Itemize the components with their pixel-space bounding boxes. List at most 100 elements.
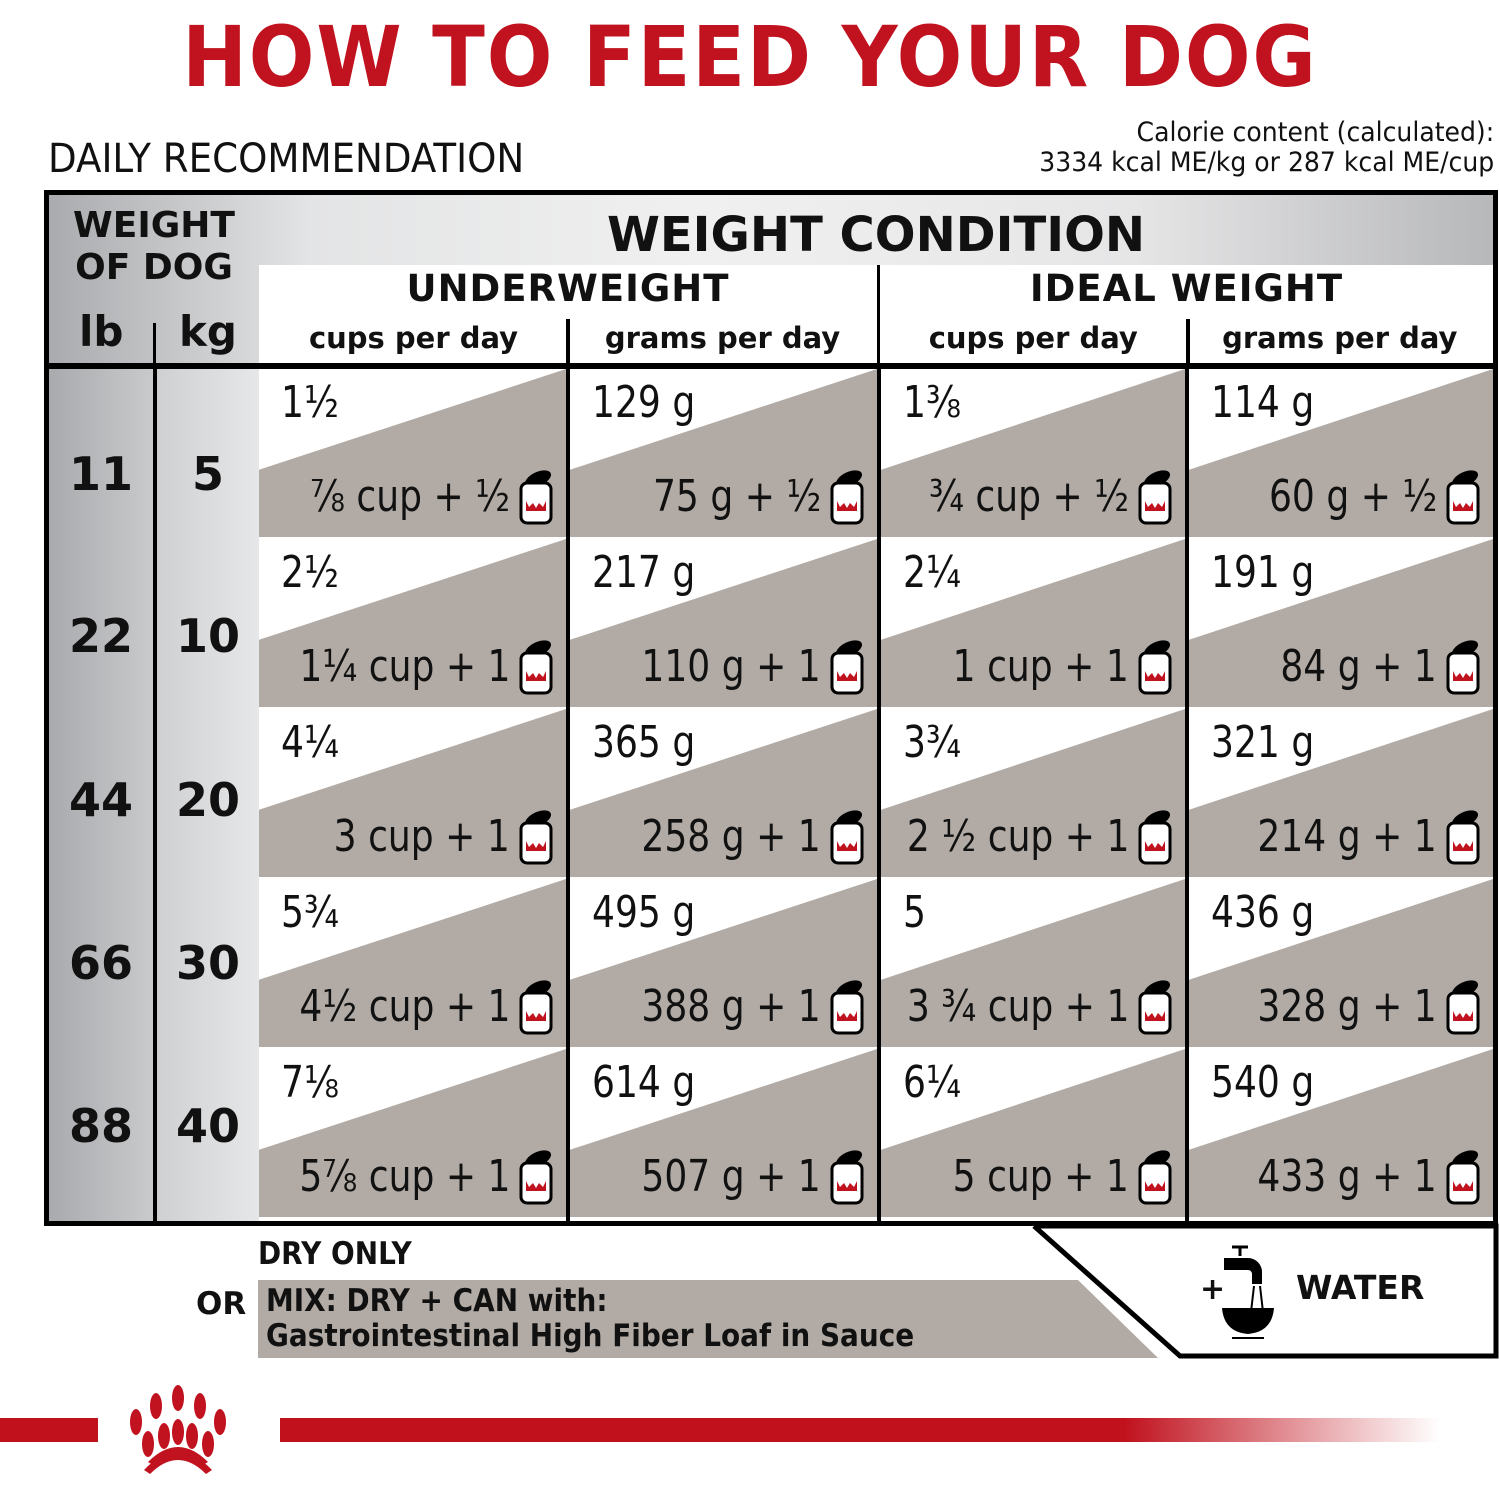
lb-kg-divider	[153, 323, 156, 363]
mix-amount: 214 g + 1	[1257, 811, 1437, 862]
table-cell: 6¼ 5 cup + 1	[881, 1049, 1185, 1219]
or-label: OR	[196, 1286, 247, 1322]
mix-legend: MIX: DRY + CAN with: Gastrointestinal Hi…	[258, 1280, 1158, 1358]
mix-line1: MIX: DRY + CAN with:	[266, 1283, 608, 1319]
mix-amount: 1 cup + 1	[952, 641, 1129, 692]
underweight-grams-header: grams per day	[604, 321, 841, 355]
mix-amount: 110 g + 1	[641, 641, 821, 692]
table-cell: 217 g 110 g + 1	[570, 539, 877, 709]
can-icon	[519, 980, 553, 1035]
table-cell: 114 g 60 g + ½	[1189, 369, 1493, 539]
gray-wedge	[1189, 1049, 1493, 1217]
underweight-header: UNDERWEIGHT cups per day grams per day	[259, 265, 877, 363]
dry-amount: 217 g	[592, 547, 696, 598]
ideal-cups-column: 1⅜ ¾ cup + ½ 2¼ 1 cup + 1 3¾ 2 ½ cup + 1…	[881, 369, 1185, 1221]
mix-amount: 328 g + 1	[1257, 981, 1437, 1032]
mix-amount: ⅞ cup + ½	[309, 471, 510, 522]
table-cell: 495 g 388 g + 1	[570, 879, 877, 1049]
calorie-content: Calorie content (calculated): 3334 kcal …	[1039, 118, 1494, 178]
table-cell: 614 g 507 g + 1	[570, 1049, 877, 1219]
lb-value: 44	[68, 773, 133, 827]
table-cell: 1½ ⅞ cup + ½	[259, 369, 566, 539]
gray-wedge	[259, 879, 566, 1047]
can-icon	[1446, 470, 1480, 525]
gray-wedge	[570, 879, 877, 1047]
dry-amount: 1⅜	[903, 377, 961, 428]
mix-amount: 60 g + ½	[1268, 471, 1437, 522]
gray-wedge	[1189, 539, 1493, 707]
mix-amount: ¾ cup + ½	[928, 471, 1129, 522]
dry-amount: 495 g	[592, 887, 696, 938]
gray-wedge	[570, 709, 877, 877]
dry-amount: 129 g	[592, 377, 696, 428]
column-divider	[1185, 369, 1189, 1221]
mix-amount: 3 cup + 1	[333, 811, 510, 862]
weight-condition-header: WEIGHT CONDITION	[606, 207, 1146, 263]
header-divider	[49, 363, 1493, 369]
mix-amount: 84 g + 1	[1280, 641, 1437, 692]
table-cell: 1⅜ ¾ cup + ½	[881, 369, 1185, 539]
dry-amount: 2½	[281, 547, 339, 598]
condition-divider	[877, 265, 881, 363]
lb-value: 88	[68, 1099, 133, 1153]
mix-amount: 5 cup + 1	[952, 1151, 1129, 1202]
plus-sign: +	[1200, 1272, 1226, 1307]
underweight-grams-column: 129 g 75 g + ½ 217 g 110 g + 1 365 g 258…	[570, 369, 877, 1221]
lb-kg-column-divider	[153, 369, 157, 1221]
gray-wedge	[259, 369, 566, 537]
gray-wedge	[881, 369, 1185, 537]
dry-amount: 365 g	[592, 717, 696, 768]
table-cell: 2¼ 1 cup + 1	[881, 539, 1185, 709]
faucet-bowl-icon	[1222, 1245, 1274, 1339]
lb-value: 11	[68, 447, 133, 501]
table-cell: 3¾ 2 ½ cup + 1	[881, 709, 1185, 879]
water-label: WATER	[1296, 1268, 1425, 1307]
gray-wedge	[570, 539, 877, 707]
mix-amount: 388 g + 1	[641, 981, 821, 1032]
kg-value: 20	[175, 773, 240, 827]
gray-wedge	[1189, 879, 1493, 1047]
dry-amount: 3¾	[903, 717, 961, 768]
mix-amount: 5⅞ cup + 1	[298, 1151, 510, 1202]
can-icon	[1138, 640, 1172, 695]
ideal-cups-header: cups per day	[928, 321, 1138, 355]
daily-recommendation-heading: DAILY RECOMMENDATION	[48, 136, 525, 182]
gray-wedge	[881, 879, 1185, 1047]
table-cell: 7⅛ 5⅞ cup + 1	[259, 1049, 566, 1219]
dry-amount: 7⅛	[281, 1057, 339, 1108]
kg-header: kg	[179, 307, 237, 356]
table-cell: 191 g 84 g + 1	[1189, 539, 1493, 709]
mix-amount: 258 g + 1	[641, 811, 821, 862]
column-divider	[877, 369, 881, 1221]
can-icon	[519, 1150, 553, 1205]
subheader-divider	[566, 319, 570, 363]
can-icon	[830, 810, 864, 865]
calorie-value: 3334 kcal ME/kg or 287 kcal ME/cup	[1039, 147, 1494, 178]
mix-legend-band	[258, 1280, 1158, 1358]
can-icon	[519, 470, 553, 525]
table-cell: 5¾ 4½ cup + 1	[259, 879, 566, 1049]
underweight-cups-column: 1½ ⅞ cup + ½ 2½ 1¼ cup + 1 4¼ 3 cup + 1 …	[259, 369, 566, 1221]
can-icon	[519, 640, 553, 695]
lb-column: 11 22 44 66 88	[49, 369, 153, 1221]
dry-amount: 5	[903, 887, 926, 938]
calorie-label: Calorie content (calculated):	[1136, 117, 1494, 148]
mix-amount: 507 g + 1	[641, 1151, 821, 1202]
mix-amount: 4½ cup + 1	[298, 981, 510, 1032]
gray-wedge	[1189, 369, 1493, 537]
kg-value: 5	[191, 447, 224, 501]
ideal-grams-header: grams per day	[1222, 321, 1458, 355]
gray-wedge	[570, 1049, 877, 1217]
gray-wedge	[881, 1049, 1185, 1217]
kg-value: 10	[175, 609, 240, 663]
gray-wedge	[570, 369, 877, 537]
ideal-weight-title: IDEAL WEIGHT	[1029, 267, 1344, 310]
can-icon	[1138, 980, 1172, 1035]
gray-wedge	[881, 539, 1185, 707]
gray-wedge	[259, 1049, 566, 1217]
dry-amount: 2¼	[903, 547, 961, 598]
water-box-outline	[1032, 1223, 1499, 1359]
gray-wedge	[259, 709, 566, 877]
mix-amount: 433 g + 1	[1257, 1151, 1437, 1202]
ideal-grams-column: 114 g 60 g + ½ 191 g 84 g + 1 321 g 214 …	[1189, 369, 1493, 1221]
